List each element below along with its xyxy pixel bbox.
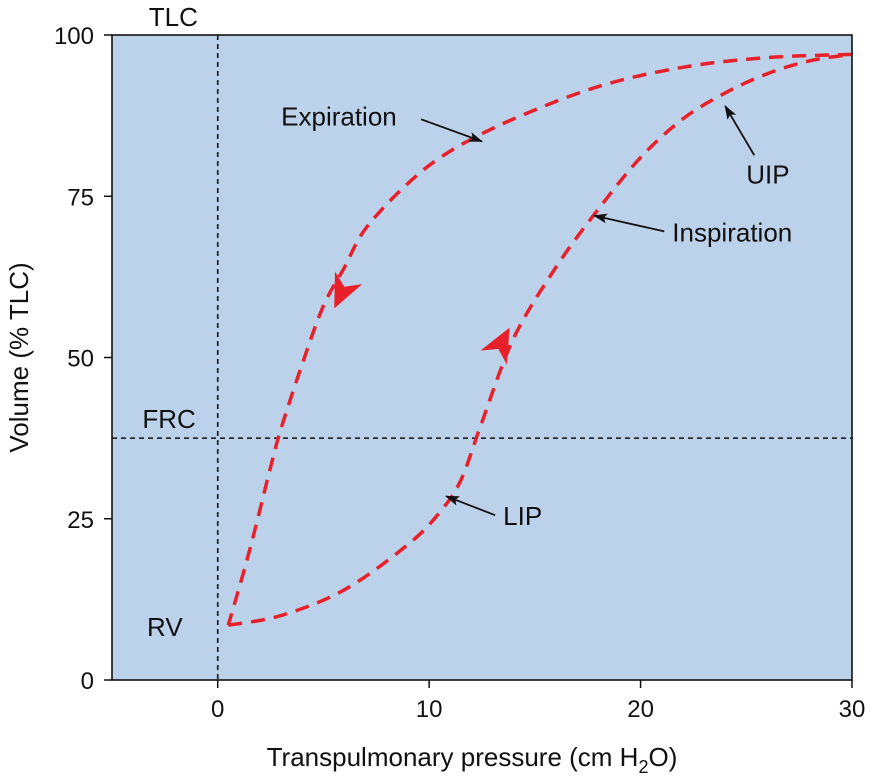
y-tick-label: 50 <box>67 346 94 373</box>
x-tick-label: 0 <box>211 696 224 723</box>
axis-marker-tlc: TLC <box>149 2 198 32</box>
axes: 0 25 50 75 100 0 10 20 30 TLC FRC RV <box>54 2 865 723</box>
x-axis-title-subscript: 2 <box>638 757 648 777</box>
x-axis-title-main: Transpulmonary pressure (cm H <box>267 742 639 772</box>
series-layer <box>226 52 853 627</box>
annotation-pointer-expiration <box>420 118 483 143</box>
plot-area <box>112 35 852 680</box>
y-tick-label: 100 <box>54 23 94 50</box>
y-tick-label: 75 <box>67 184 94 211</box>
reference-lines <box>112 35 852 680</box>
annotation-lip: LIP <box>503 501 542 531</box>
plot-frame <box>111 34 853 681</box>
annotation-uip: UIP <box>746 159 789 189</box>
series-line-inspiration <box>227 52 853 627</box>
annotation-inspiration: Inspiration <box>672 217 792 247</box>
y-tick-label: 25 <box>67 507 94 534</box>
y-tick-label: 0 <box>81 668 94 695</box>
annotation-pointer-lip <box>445 495 496 517</box>
expiration-direction-arrow-shape <box>334 271 363 309</box>
series-line-expiration <box>226 52 853 626</box>
annotation-pointer-uip <box>724 105 756 156</box>
axis-marker-rv: RV <box>147 612 183 642</box>
expiration-direction-arrow <box>334 271 363 309</box>
x-axis-title-suffix: O) <box>648 742 677 772</box>
annotations: Expiration Inspiration UIP LIP <box>281 101 792 531</box>
x-tick-label: 20 <box>627 696 654 723</box>
x-axis-title: Transpulmonary pressure (cm H2O) <box>267 742 678 777</box>
annotation-pointer-inspiration <box>593 213 665 233</box>
inspiration-direction-arrow <box>480 327 510 365</box>
inspiration-direction-arrow-shape <box>480 327 510 365</box>
y-axis-title: Volume (% TLC) <box>4 262 34 452</box>
x-tick-label: 30 <box>839 696 866 723</box>
annotation-expiration: Expiration <box>281 101 397 131</box>
axis-marker-frc: FRC <box>142 404 195 434</box>
x-tick-label: 10 <box>416 696 443 723</box>
direction-markers <box>334 271 510 365</box>
